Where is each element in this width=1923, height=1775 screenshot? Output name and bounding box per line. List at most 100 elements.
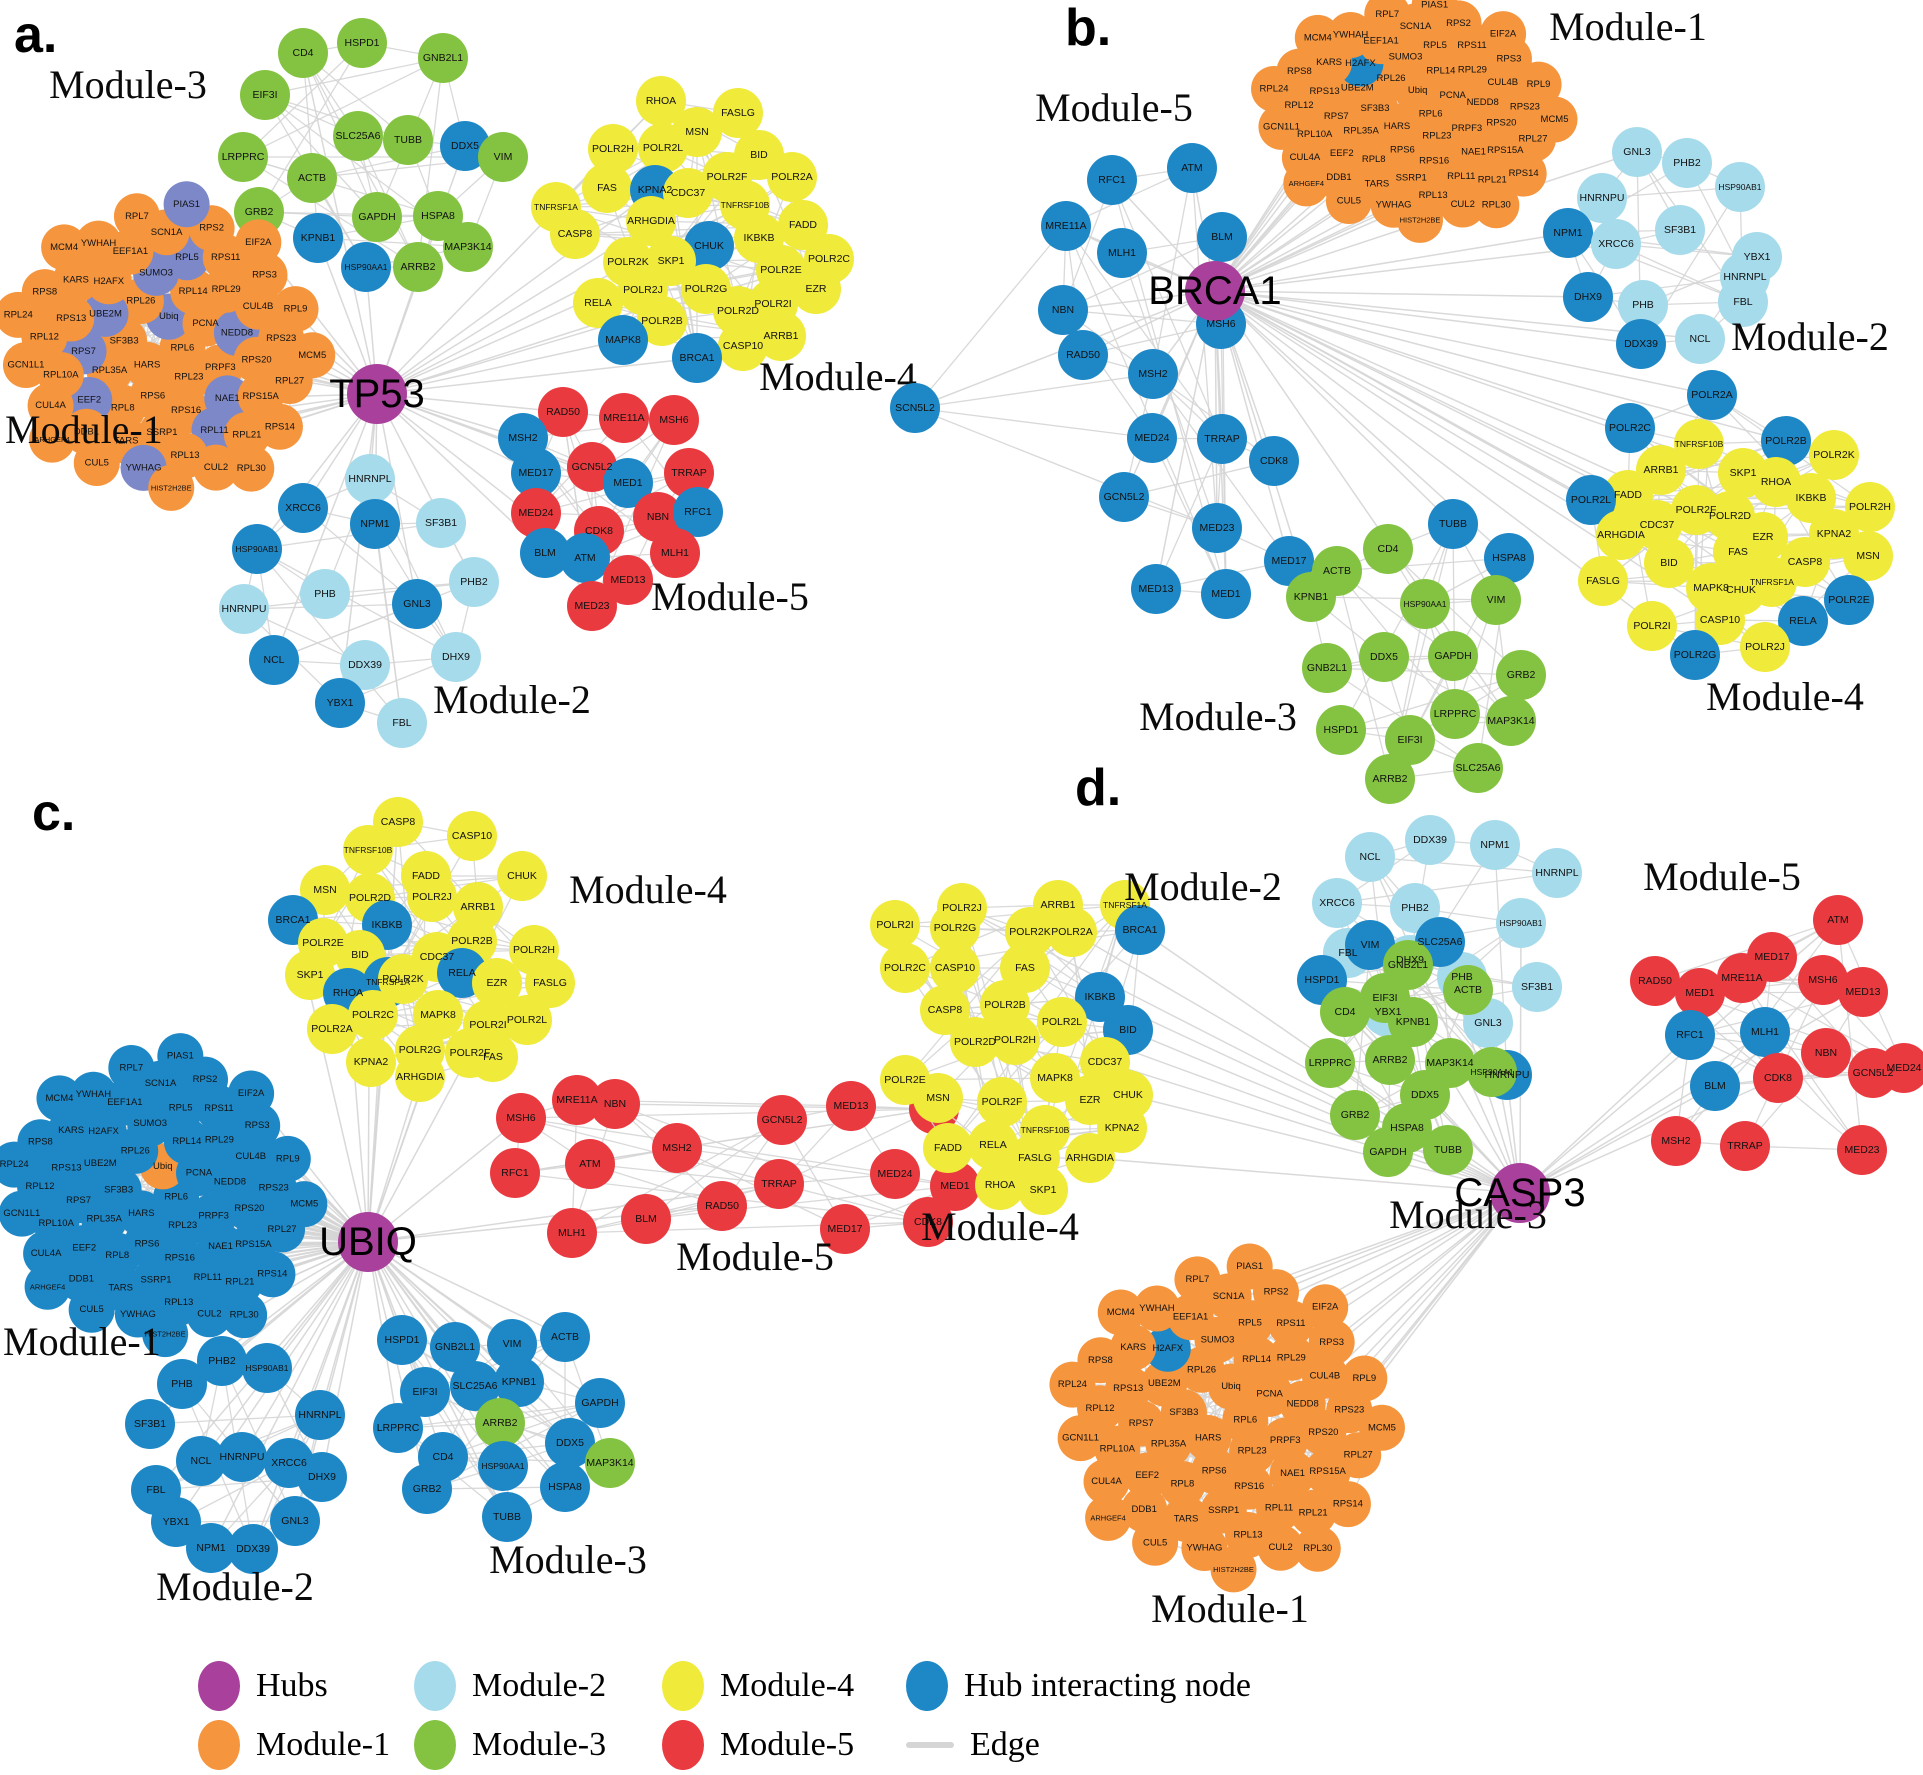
panel-letter-c: c.: [32, 784, 75, 842]
node-label-c-POLR2J: POLR2J: [412, 891, 452, 903]
node-label-b-RPL23: RPL23: [1422, 131, 1451, 142]
node-c-POLR2A: [307, 1004, 357, 1054]
labels: RPL6 HARS Ubiq RPL23 SF3B3 PCNA RPS6 RPL26 PRPF3…: [895, 0, 1891, 785]
node-label-a-RPL9: RPL9: [284, 304, 308, 315]
node-label-a-MCM4: MCM4: [50, 242, 78, 253]
node-b-PHB2: [1662, 138, 1712, 188]
node-label-b-MED17: MED17: [1271, 555, 1306, 567]
node-label-d-YWHAH: YWHAH: [1139, 1303, 1175, 1314]
node-d-TUBB: [1423, 1125, 1473, 1175]
node-b-CD4: [1363, 524, 1413, 574]
node-label-d-POLR2A: POLR2A: [1051, 926, 1092, 938]
node-label-a-RPS2: RPS2: [199, 223, 224, 234]
node-label-d-POLR2I: POLR2I: [876, 919, 913, 931]
node-label-c-POLR2L: POLR2L: [507, 1014, 547, 1026]
node-d-GCN1L1: [1057, 1415, 1104, 1462]
node-d-MCM4: [1097, 1289, 1144, 1336]
node-a-RPL7: [113, 193, 160, 240]
node-label-d-RPL8: RPL8: [1171, 1478, 1195, 1489]
node-b-MED24: [1127, 413, 1177, 463]
node-a-HSP90AB1: [232, 524, 282, 574]
node-d-RPL30: [1294, 1525, 1341, 1572]
node-label-d-ARHGDIA: ARHGDIA: [1066, 1152, 1114, 1164]
node-label-c-RPL6: RPL6: [164, 1192, 188, 1203]
node-label-a-HSP90AB1: HSP90AB1: [236, 544, 279, 554]
node-label-d-RPL24: RPL24: [1058, 1379, 1087, 1390]
node-c-HSPD1: [377, 1315, 427, 1365]
node-label-a-POLR2J: POLR2J: [623, 284, 663, 296]
node-a-YBX1: [315, 678, 365, 728]
node-label-c-CUL5: CUL5: [80, 1304, 104, 1315]
node-label-b-ARRB1: ARRB1: [1643, 464, 1678, 476]
node-c-RPL7: [108, 1044, 155, 1091]
node-label-b-IKBKB: IKBKB: [1796, 492, 1827, 504]
node-label-d-GCN1L1: GCN1L1: [1062, 1433, 1099, 1444]
node-b-DDX39: [1616, 319, 1666, 369]
node-a-ATM: [560, 533, 610, 583]
node-label-b-HNRNPU: HNRNPU: [1580, 192, 1625, 204]
node-label-d-RPS6: RPS6: [1202, 1465, 1227, 1476]
node-label-d-FASLG: FASLG: [1018, 1152, 1052, 1164]
node-a-ACTB: [287, 153, 337, 203]
node-label-c-NCL: NCL: [190, 1455, 211, 1467]
hub-node-casp3: [1490, 1163, 1550, 1223]
node-c-SKP1: [285, 950, 335, 1000]
labels: CD4 HSPD1 GNB2L1 EIF3I SLC25A6 TUBB DDX5 VIM LRP…: [4, 6, 917, 729]
node-label-d-EEF1A1: EEF1A1: [1173, 1312, 1208, 1323]
node-label-b-POLR2L: POLR2L: [1571, 494, 1611, 506]
labels: NCL DDX39 NPM1 HNRNPL XRCC6 PHB2 HSP90AB1 FBL DH…: [876, 759, 1921, 1631]
node-label-d-HARS: HARS: [1195, 1432, 1221, 1443]
node-label-a-ARRB2: ARRB2: [400, 261, 435, 273]
node-label-a-TNFRSF10B: TNFRSF10B: [721, 200, 770, 210]
node-d-CUL5: [1132, 1519, 1179, 1566]
node-label-c-RPL8: RPL8: [105, 1250, 129, 1261]
node-label-b-RPL5: RPL5: [1423, 40, 1447, 51]
node-d-RPL29: [1268, 1334, 1315, 1381]
node-label-b-RPL9: RPL9: [1527, 79, 1551, 90]
node-label-a-RPL29: RPL29: [212, 284, 241, 295]
node-label-a-MLH1: MLH1: [661, 547, 689, 559]
node-a-ARRB1: [756, 311, 806, 361]
node-label-c-HSPA8: HSPA8: [548, 1481, 582, 1493]
node-c-MSN: [300, 865, 350, 915]
node-c-DHX9: [297, 1452, 347, 1502]
node-d-HSP90AA1: [1467, 1047, 1517, 1097]
node-label-b-NCL: NCL: [1689, 333, 1710, 345]
node-label-b-RHOA: RHOA: [1761, 476, 1791, 488]
node-b-POLR2C: [1605, 403, 1655, 453]
node-label-c-HSP90AA1: HSP90AA1: [482, 1461, 525, 1471]
node-label-a-NEDD8: NEDD8: [221, 327, 253, 338]
node-label-d-FAS: FAS: [1015, 962, 1035, 974]
node-label-b-RPL35A: RPL35A: [1343, 126, 1379, 137]
node-d-POLR2G: [930, 903, 980, 953]
node-label-a-MAPK8: MAPK8: [605, 334, 641, 346]
node-label-d-MAP3K14: MAP3K14: [1426, 1057, 1473, 1069]
panel-letter-d: d.: [1075, 759, 1121, 817]
node-label-b-RPL12: RPL12: [1285, 100, 1314, 111]
node-label-c-TARS: TARS: [108, 1282, 133, 1293]
node-label-a-EIF3I: EIF3I: [252, 89, 277, 101]
node-label-d-SLC25A6: SLC25A6: [1418, 936, 1463, 948]
node-label-c-MLH1: MLH1: [558, 1227, 586, 1239]
node-c-POLR2L: [502, 995, 552, 1045]
node-label-a-DDB1: DDB1: [74, 426, 99, 437]
node-label-c-NEDD8: NEDD8: [214, 1177, 246, 1188]
node-label-a-POLR2K: POLR2K: [607, 256, 648, 268]
node-c-CUL2: [186, 1291, 233, 1338]
module-label-c-module-4: Module-4: [569, 867, 727, 912]
node-a-XRCC6: [278, 483, 328, 533]
node-label-c-RPL10A: RPL10A: [39, 1218, 75, 1229]
node-label-d-RPL5: RPL5: [1238, 1318, 1262, 1329]
node-label-c-CUL4A: CUL4A: [31, 1248, 62, 1259]
legend-item-module-5: Module-5: [662, 1720, 854, 1770]
node-label-a-MED23: MED23: [574, 600, 609, 612]
node-label-d-RPL13: RPL13: [1233, 1529, 1262, 1540]
node-label-b-HSP90AA1: HSP90AA1: [1404, 599, 1447, 609]
node-d-LRPPRC: [1305, 1038, 1355, 1088]
node-a-MLH1: [650, 528, 700, 578]
node-b-GCN5L2: [1099, 472, 1149, 522]
node-label-b-NAE1: NAE1: [1461, 147, 1486, 158]
node-d-RPS14: [1324, 1481, 1371, 1528]
node-label-a-GCN1L1: GCN1L1: [8, 359, 45, 370]
node-label-c-KARS: KARS: [58, 1125, 84, 1136]
